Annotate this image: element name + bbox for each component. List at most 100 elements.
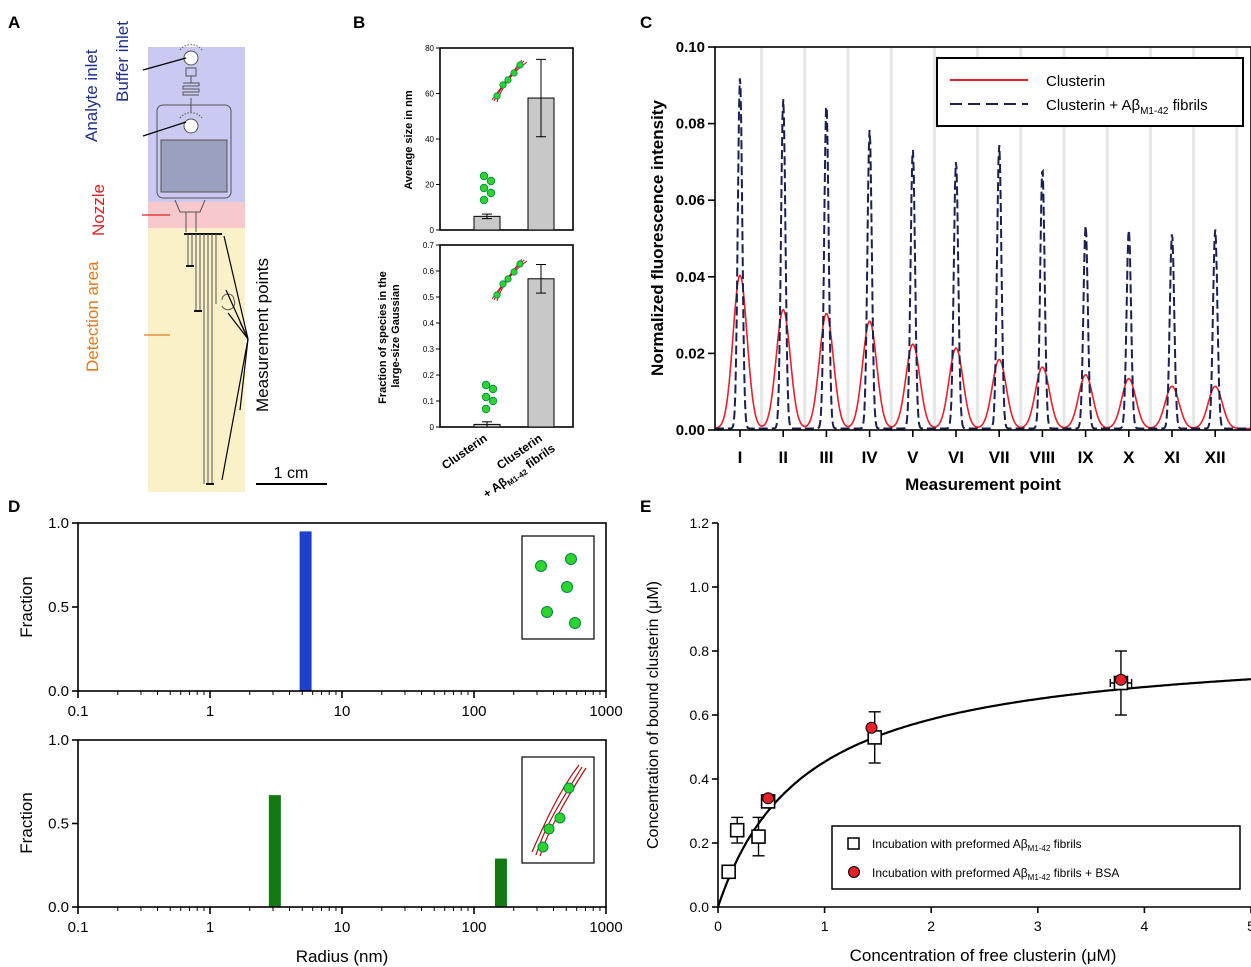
e-ylabel: Concentration of bound clusterin (μM) [645, 581, 662, 849]
b-ytick-label: 0.3 [423, 345, 435, 354]
e-xlabel: Concentration of free clusterin (μM) [850, 946, 1117, 965]
c-xlabel: Measurement point [905, 475, 1061, 494]
c-xtick-label: VI [948, 448, 964, 467]
e-circle-point [865, 721, 878, 734]
buffer-inlet-label: Buffer inlet [113, 21, 132, 102]
e-ytick-label: 0.4 [690, 771, 710, 787]
panel-e: 0.0 0.2 0.4 0.6 0.8 1.0 1.2 0 1 2 3 4 5 Concentratio… [645, 515, 1251, 965]
panel-label-c: C [640, 13, 652, 32]
c-series-clusterin [714, 274, 1251, 430]
e-ytick-label: 0.8 [690, 643, 710, 659]
c-xtick-label: X [1123, 448, 1135, 467]
bound-monomer-glyph [504, 275, 512, 283]
c-ytick-label: 0.04 [676, 269, 706, 286]
e-ytick-label: 1.2 [690, 515, 710, 531]
monomer-glyph [486, 188, 496, 198]
monomer-glyph [479, 195, 489, 205]
d-xtick-label: 1 [206, 703, 214, 720]
b-ytick-label: 0 [430, 423, 435, 432]
measurement-points-label: Measurement points [253, 258, 272, 412]
d-ytick-label: 1.0 [48, 732, 69, 749]
panel-c: 0.000.020.040.060.080.10I II III IV V VI VII VI… [648, 39, 1251, 494]
d-xtick-label: 0.1 [68, 703, 89, 720]
e-circle-point [1114, 673, 1127, 686]
bound-monomer-glyph [516, 260, 524, 268]
c-plot: 0.000.020.040.060.080.10I II III IV V VI VII VI… [676, 39, 1251, 467]
b-cat-clusterin: Clusterin [439, 431, 490, 472]
c-ytick-label: 0.10 [676, 39, 705, 56]
b-ytick-label: 0 [430, 226, 435, 235]
bound-monomer-glyph [493, 291, 501, 299]
monomer-glyph [486, 176, 496, 186]
monomer-glyph [488, 396, 498, 406]
e-legend-label-1: Incubation with preformed AβM1-42 fibril… [872, 837, 1082, 853]
c-xtick-label: VIII [1030, 448, 1056, 467]
c-xtick-label: XI [1164, 448, 1180, 467]
b-ytick-label: 80 [425, 44, 434, 53]
bound-monomer-glyph [510, 69, 518, 77]
e-xtick-label: 5 [1247, 918, 1251, 934]
e-ytick-label: 0.6 [690, 707, 710, 723]
e-legend: Incubation with preformed AβM1-42 fibril… [831, 825, 1241, 890]
analyte-label: Analyte inlet [82, 49, 101, 142]
d-xtick-label: 100 [461, 703, 486, 720]
c-xtick-label: I [738, 448, 743, 467]
e-square-point [751, 829, 766, 844]
monomer-glyph [481, 404, 491, 414]
e-fit-curve [716, 678, 1251, 908]
b-ytick-label: 0.7 [423, 241, 435, 250]
c-ytick-label: 0.06 [676, 192, 705, 209]
d-top-ylabel: Fraction [17, 576, 36, 637]
microfluidic-channels [156, 44, 236, 485]
c-series-clusterin-fibrils [715, 78, 1251, 430]
d-bar [494, 858, 507, 907]
c-legend: Clusterin Clusterin + AβM1-42 fibrils [936, 57, 1244, 127]
b-ytick-label: 20 [425, 181, 434, 190]
c-ytick-label: 0.08 [676, 116, 705, 133]
e-circle-point [762, 792, 775, 805]
e-xtick-label: 3 [1034, 918, 1042, 934]
b-bar [527, 278, 555, 428]
detection-area-label: Detection area [83, 261, 102, 372]
d-ytick-label: 0.5 [48, 599, 69, 616]
c-legend-label-clusterin: Clusterin [1046, 73, 1105, 90]
e-legend-marker-square [847, 837, 860, 850]
device-schematic: Analyte inlet Buffer inlet Nozzle Detect… [82, 21, 327, 492]
inset-monomers [521, 535, 595, 640]
b-ytick-label: 60 [425, 90, 434, 99]
d-xtick-label: 10 [334, 919, 351, 936]
b-top-ylabel: Average size in nm [403, 90, 415, 189]
d-xtick-label: 100 [461, 919, 486, 936]
monomer-glyph [479, 183, 489, 193]
b-ytick-label: 40 [425, 135, 434, 144]
d-ytick-label: 1.0 [48, 515, 69, 532]
d-xtick-label: 1000 [589, 703, 622, 720]
monomer-glyph [481, 392, 491, 402]
c-xtick-label: V [907, 448, 919, 467]
panel-label-b: B [353, 13, 365, 32]
c-xtick-label: XII [1205, 448, 1226, 467]
c-ylabel: Normalized fluorescence intensity [648, 100, 667, 376]
e-legend-box [831, 825, 1241, 890]
d-bottom-frame [77, 739, 607, 908]
b-ytick-label: 0.5 [423, 293, 435, 302]
b-bottom-ylabel: Fraction of species in the large-size Ga… [377, 268, 402, 404]
d-xtick-label: 0.1 [68, 919, 89, 936]
bound-monomer-glyph [510, 268, 518, 276]
bound-monomer-glyph [499, 280, 507, 288]
d-bar [268, 795, 281, 907]
b-bottom-ylabel-line1: Fraction of species in the [377, 271, 389, 404]
monomer-glyph [481, 380, 491, 390]
d-xtick-label: 10 [334, 703, 351, 720]
b-bottom-plot: 0 0.1 0.2 0.3 0.4 0.5 0.6 0.7 [423, 241, 555, 432]
c-xtick-label: VII [989, 448, 1010, 467]
label-lines [142, 57, 249, 481]
monomer-glyph [488, 384, 498, 394]
b-top-plot: 0 20 40 60 80 [425, 44, 555, 235]
d-ytick-label: 0.0 [48, 683, 69, 700]
panel-label-d: D [8, 497, 20, 516]
b-ytick-label: 0.1 [423, 397, 435, 406]
d-ytick-label: 0.0 [48, 899, 69, 916]
c-legend-box [936, 57, 1244, 127]
